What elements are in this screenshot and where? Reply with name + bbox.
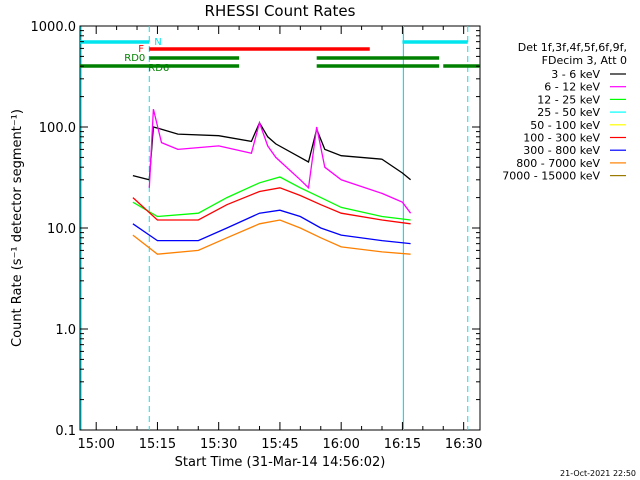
legend-label: 800 - 7000 keV: [516, 157, 600, 170]
series-line: [148, 109, 412, 214]
legend-label: 3 - 6 keV: [551, 68, 600, 81]
legend-label: 7000 - 15000 keV: [502, 170, 600, 183]
y-axis-label: Count Rate (s⁻¹ detector segment⁻¹): [10, 109, 25, 347]
flag-label-f: F: [138, 44, 144, 55]
x-tick-label: 15:45: [261, 437, 298, 452]
legend-label: 100 - 300 keV: [523, 132, 600, 145]
series-line: [132, 187, 411, 225]
legend-label: 6 - 12 keV: [544, 81, 600, 94]
series-line: [132, 209, 411, 245]
x-tick-label: 15:00: [77, 437, 114, 452]
legend: Det 1f,3f,4f,5f,6f,9f, FDecim 3, Att 0 3…: [502, 41, 627, 183]
y-tick-label: 10.0: [47, 222, 76, 237]
x-tick-label: 16:15: [384, 437, 421, 452]
flag-label-rd0: RD0: [124, 53, 145, 64]
legend-header-line-2: FDecim 3, Att 0: [542, 54, 627, 67]
footer-date: 21-Oct-2021 22:50: [560, 469, 636, 478]
x-axis-ticks: 15:00 15:15 15:30 15:45 16:00 16:15 16:30: [77, 26, 482, 452]
x-tick-label: 15:15: [139, 437, 176, 452]
y-tick-label: 0.1: [55, 424, 76, 439]
series-lines: [132, 109, 412, 255]
x-tick-label: 16:30: [445, 437, 482, 452]
flag-label-rd6: RD6: [148, 63, 169, 74]
x-axis-label: Start Time (31-Mar-14 14:56:02): [175, 455, 386, 470]
series-line: [132, 219, 411, 255]
x-tick-label: 16:00: [322, 437, 359, 452]
y-tick-label: 1000.0: [31, 20, 77, 35]
flag-label-n: N: [154, 37, 161, 48]
y-tick-label: 1.0: [55, 323, 76, 338]
legend-label: 12 - 25 keV: [537, 93, 600, 106]
legend-label: 25 - 50 keV: [537, 106, 600, 119]
x-tick-label: 15:30: [200, 437, 237, 452]
series-line: [132, 121, 412, 181]
y-tick-label: 100.0: [39, 121, 76, 136]
chart-title: RHESSI Count Rates: [205, 2, 356, 20]
legend-header-line-1: Det 1f,3f,4f,5f,6f,9f,: [518, 41, 627, 54]
legend-label: 50 - 100 keV: [530, 119, 600, 132]
legend-label: 300 - 800 keV: [523, 144, 600, 157]
series-line: [132, 176, 411, 221]
y-axis-ticks: 0.1 1.0 10.0 100.0 1000.0: [31, 20, 480, 439]
